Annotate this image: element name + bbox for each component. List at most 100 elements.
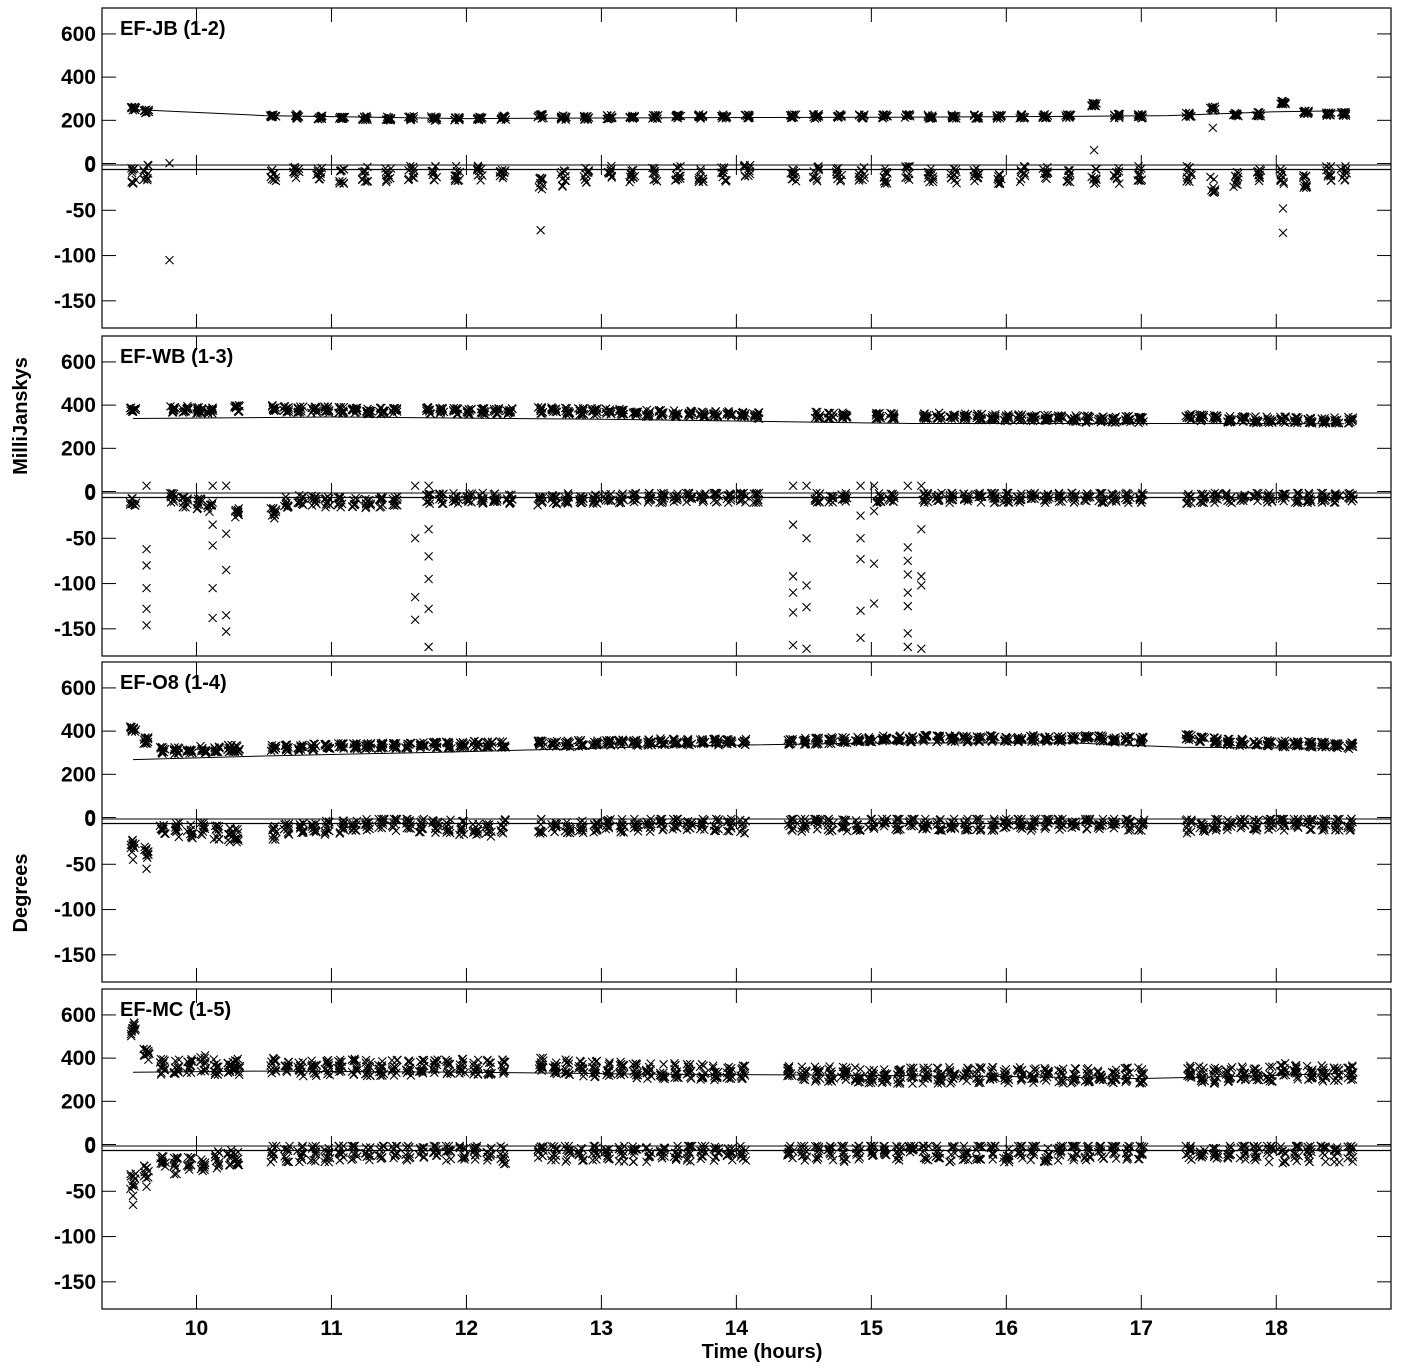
phase-tick-label: 0 <box>84 154 96 177</box>
phase-point <box>409 173 419 183</box>
phase-outlier-point <box>788 608 798 617</box>
phase-tick-label: 0 <box>84 482 96 505</box>
amp-point <box>1039 110 1049 120</box>
phase-point <box>1134 176 1144 185</box>
phase-outlier-point <box>142 481 151 491</box>
amp-tick-label: 200 <box>61 763 96 786</box>
phase-point <box>196 829 206 839</box>
phase-point <box>607 171 617 181</box>
amp-point <box>291 109 301 119</box>
amp-point <box>1089 100 1099 110</box>
phase-point <box>745 163 754 173</box>
phase-point <box>1340 175 1350 185</box>
amp-point <box>338 114 348 123</box>
phase-outlier-point <box>869 599 879 608</box>
phase-outlier-point <box>788 588 798 597</box>
phase-point <box>854 176 864 185</box>
phase-outlier-point <box>142 620 151 630</box>
phase-outlier-point <box>802 533 811 543</box>
phase-outlier-point <box>856 633 865 643</box>
phase-outlier-point <box>802 644 811 654</box>
amplitude-points <box>125 722 1358 759</box>
phase-point <box>535 173 545 183</box>
phase-point <box>928 177 938 187</box>
phase-point <box>291 173 301 183</box>
phase-tick-label: 0 <box>84 808 96 831</box>
amp-point <box>947 113 957 123</box>
phase-point <box>507 495 517 504</box>
phase-point <box>339 165 349 174</box>
phase-point <box>883 169 892 178</box>
phase-tick-label: -50 <box>66 199 96 222</box>
phase-point <box>429 168 438 177</box>
phase-point <box>557 174 567 184</box>
phase-point <box>952 178 961 188</box>
phase-outlier-point <box>221 627 231 636</box>
phase-point <box>745 160 755 170</box>
amp-model-line <box>132 109 1344 120</box>
amp-point <box>878 113 888 123</box>
amp-point <box>1277 99 1287 109</box>
amp-point <box>556 112 566 122</box>
amp-point <box>1062 112 1071 122</box>
phase-outlier-point <box>142 544 151 554</box>
phase-point <box>696 165 705 174</box>
amp-point <box>128 105 138 115</box>
amp-tick-label: 400 <box>61 394 96 417</box>
amp-point <box>1185 109 1194 119</box>
phase-point <box>901 162 910 171</box>
amp-point <box>583 111 592 121</box>
phase-point <box>500 166 510 175</box>
amp-point <box>1338 108 1347 117</box>
phase-point <box>606 164 616 174</box>
phase-point <box>335 176 344 186</box>
phase-point <box>627 169 636 178</box>
phase-point <box>451 161 461 171</box>
phase-point <box>904 175 914 185</box>
phase-point <box>740 172 750 181</box>
phase-outlier-point <box>165 158 174 168</box>
phase-outlier-point <box>903 556 913 566</box>
phase-outlier-point <box>165 255 174 265</box>
phase-point <box>450 176 460 186</box>
phase-point <box>859 162 869 172</box>
amp-tick-label: 600 <box>61 23 96 46</box>
phase-point <box>812 174 822 184</box>
phase-point <box>1020 162 1030 172</box>
amp-point <box>431 112 440 122</box>
phase-point <box>1063 175 1073 185</box>
phase-points <box>125 481 1358 654</box>
phase-outlier-point <box>788 571 798 581</box>
amp-point <box>557 112 567 122</box>
phase-point <box>476 175 485 185</box>
phase-point <box>358 174 367 184</box>
phase-point <box>676 161 685 171</box>
phase-point <box>143 160 153 170</box>
phase-point <box>880 167 890 177</box>
phase-point <box>1134 161 1143 171</box>
phase-outlier-point <box>142 561 151 570</box>
amp-point <box>1138 113 1148 123</box>
phase-tick-label: -100 <box>54 899 96 922</box>
phase-point <box>360 171 370 180</box>
amp-point <box>127 103 137 112</box>
phase-outlier-point <box>903 542 913 552</box>
amp-point <box>282 1067 292 1077</box>
phase-point <box>584 166 594 175</box>
phase-point <box>1020 169 1030 178</box>
amp-tick-label: 400 <box>61 66 96 89</box>
phase-point <box>972 164 981 173</box>
phase-tick-label: -150 <box>54 1271 96 1294</box>
phase-outlier-point <box>424 481 434 491</box>
amp-point <box>450 113 460 123</box>
phase-outlier-point <box>856 481 865 491</box>
phase-point <box>924 170 933 180</box>
phase-outlier-point <box>788 520 798 530</box>
phase-point <box>811 172 821 181</box>
phase-point <box>1015 177 1025 187</box>
phase-point <box>363 162 372 172</box>
phase-outlier-point <box>903 481 913 491</box>
amp-point <box>316 113 326 123</box>
